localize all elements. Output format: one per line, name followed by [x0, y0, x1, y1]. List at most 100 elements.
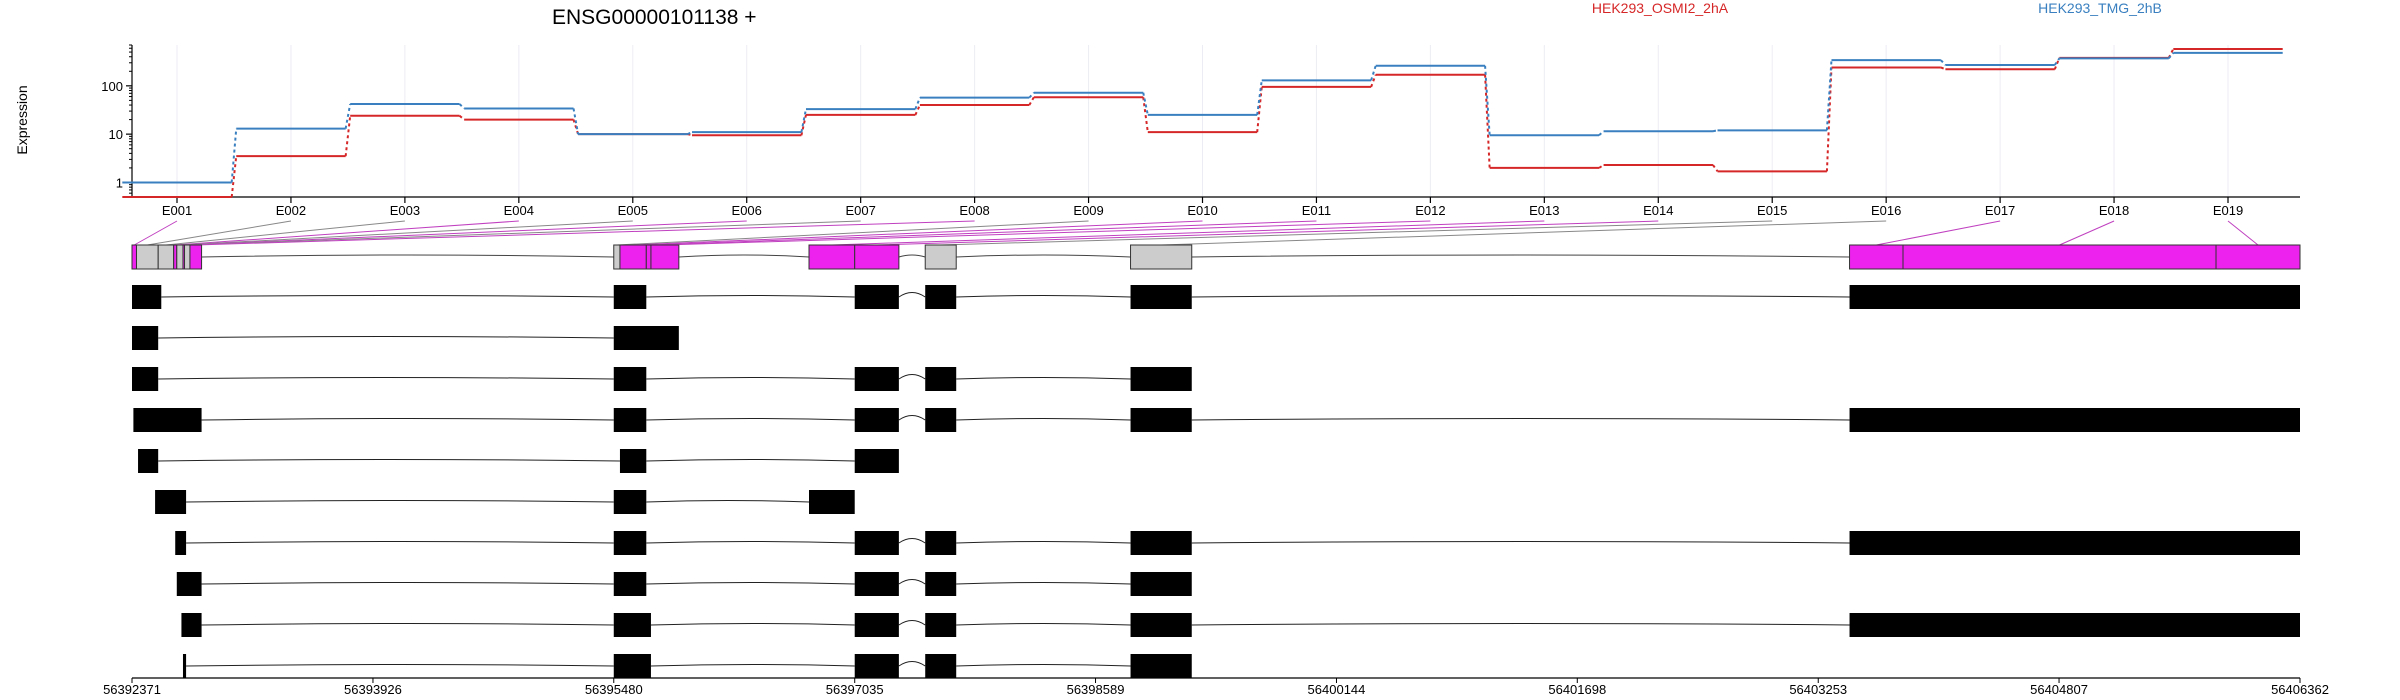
genome-tick-label: 56400144 — [1308, 682, 1366, 697]
transcript-exon — [613, 613, 651, 637]
series-connector — [572, 108, 580, 135]
transcript-intron — [161, 295, 614, 298]
transcript-exon — [182, 654, 187, 678]
series-connector — [2053, 57, 2061, 66]
transcript-exon — [619, 449, 647, 473]
transcript-intron — [646, 377, 855, 380]
transcript-exon — [925, 572, 957, 596]
series-connector — [1028, 96, 1035, 106]
transcript-intron — [201, 418, 614, 421]
transcript-intron — [646, 500, 810, 503]
transcript-intron — [646, 418, 855, 421]
transcript-exon — [613, 572, 647, 596]
transcript-exon — [132, 326, 159, 350]
series-connector — [2053, 57, 2061, 70]
x-tick-label: E006 — [732, 203, 762, 218]
exon-bin — [157, 244, 175, 270]
transcript-intron — [956, 418, 1131, 421]
exon-bin — [808, 244, 856, 270]
transcript-exon — [613, 285, 647, 309]
genome-tick-label: 56398589 — [1067, 682, 1125, 697]
transcript-intron — [646, 582, 855, 585]
transcript-intron — [646, 459, 855, 462]
exon-connector — [1161, 220, 1887, 246]
x-tick-label: E016 — [1871, 203, 1901, 218]
transcript-intron — [646, 541, 855, 544]
exon-connector — [147, 220, 292, 246]
exon-bin — [184, 244, 191, 270]
transcript-exon — [181, 613, 202, 637]
series-connector — [344, 103, 352, 129]
exon-connector — [165, 220, 405, 246]
series-connector — [914, 97, 921, 110]
x-tick-label: E012 — [1415, 203, 1445, 218]
exon-connector — [664, 220, 1431, 246]
transcript-exon — [132, 285, 162, 309]
transcript-exon — [925, 285, 957, 309]
x-tick-label: E010 — [1187, 203, 1217, 218]
x-tick-label: E007 — [845, 203, 875, 218]
exon-bin — [135, 244, 159, 270]
x-tick-label: E017 — [1985, 203, 2015, 218]
transcript-intron — [898, 579, 926, 585]
x-tick-label: E014 — [1643, 203, 1673, 218]
series-connector — [2167, 52, 2175, 60]
transcript-exon — [1849, 285, 2300, 309]
exon-connector — [633, 220, 1203, 246]
genome-tick-label: 56395480 — [585, 682, 643, 697]
series-connector — [800, 108, 807, 133]
exon-bin — [2215, 244, 2301, 270]
transcript-intron — [956, 377, 1131, 380]
transcript-exon — [925, 613, 957, 637]
transcript-track — [132, 367, 1192, 391]
legend-entry: HEK293_TMG_2hB — [2038, 0, 2162, 16]
x-tick-label: E018 — [2099, 203, 2129, 218]
exon-connector — [876, 220, 1659, 246]
gene-model-intron — [1191, 254, 1850, 258]
transcript-exon — [132, 367, 159, 391]
exon-connector — [2227, 220, 2259, 246]
series-connector — [1142, 92, 1149, 116]
series-layer — [122, 47, 2283, 198]
transcript-exon — [854, 613, 899, 637]
transcript-tracks — [132, 285, 2300, 678]
transcript-exon — [925, 367, 957, 391]
transcript-exon — [1130, 531, 1192, 555]
exon-connector — [648, 220, 1317, 246]
transcript-exon — [854, 285, 899, 309]
transcript-intron — [898, 415, 926, 421]
exon-connector — [616, 220, 1089, 246]
transcript-exon — [613, 654, 651, 678]
x-tick-label: E004 — [504, 203, 534, 218]
exon-bin — [854, 244, 900, 270]
transcript-intron — [201, 582, 614, 585]
exon-bin — [619, 244, 647, 270]
exon-connector — [940, 220, 1773, 246]
x-tick-label: E009 — [1073, 203, 1103, 218]
transcript-exon — [1849, 531, 2300, 555]
gene-model-intron — [678, 254, 810, 258]
series-connector — [1256, 86, 1263, 133]
exon-bin — [1902, 244, 2217, 270]
transcript-track — [132, 326, 679, 350]
legend: HEK293_OSMI2_2hA HEK293_TMG_2hB — [1592, 0, 2162, 16]
series-HEK293_TMG_2hB — [122, 51, 2283, 184]
series-connector — [1028, 92, 1035, 99]
series-connector — [1940, 66, 1946, 71]
transcript-exon — [854, 367, 899, 391]
transcript-intron — [956, 664, 1131, 667]
x-tick-label: E013 — [1529, 203, 1559, 218]
transcript-intron — [186, 541, 614, 544]
transcript-exon — [138, 449, 159, 473]
transcript-exon — [1130, 572, 1192, 596]
grid — [176, 45, 2229, 197]
y-tick-label: 100 — [101, 79, 123, 94]
series-connector — [914, 104, 921, 116]
exon-bin — [1130, 244, 1193, 270]
transcript-intron — [1191, 418, 1850, 421]
exon-connector — [831, 220, 1545, 246]
transcript-intron — [1191, 295, 1850, 298]
series-connector — [1825, 67, 1833, 172]
exon-connector — [134, 220, 178, 246]
